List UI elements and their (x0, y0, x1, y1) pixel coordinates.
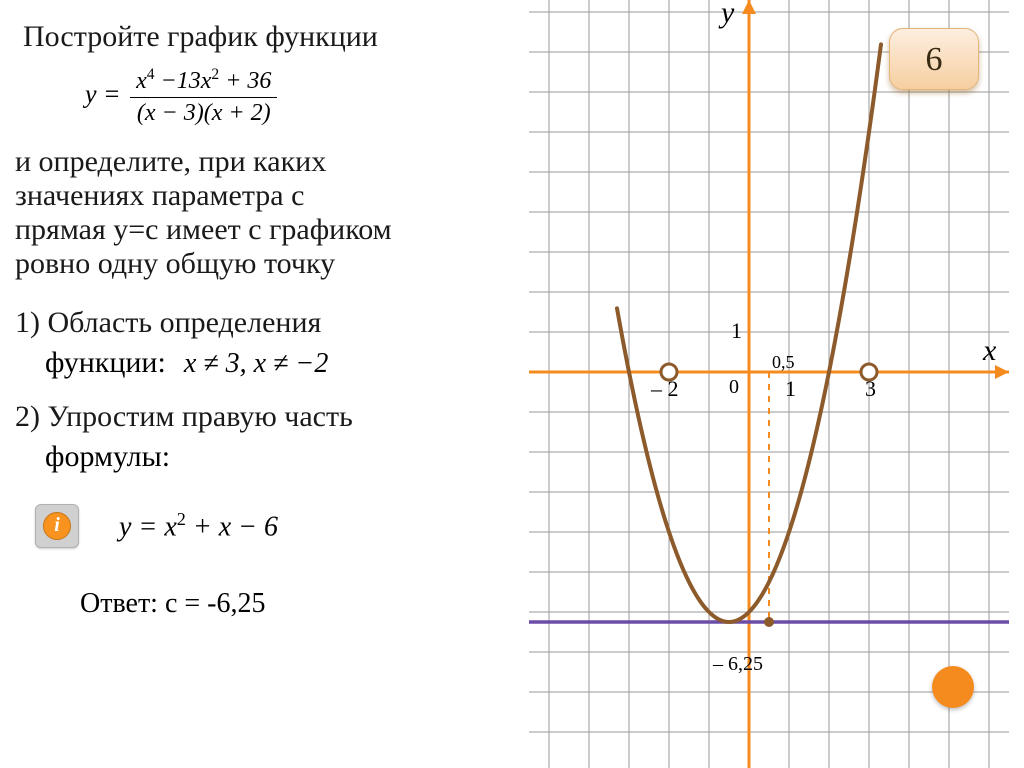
problem-statement: и определите, при каких значениях параме… (15, 145, 515, 281)
svg-text:3: 3 (865, 376, 876, 401)
subtitle-line: и определите, при каких (15, 145, 515, 179)
formula-lhs: y = (85, 79, 121, 108)
info-icon[interactable] (35, 504, 79, 548)
svg-text:0: 0 (729, 376, 739, 398)
svg-text:1: 1 (731, 318, 742, 343)
title: Постройте график функции (23, 20, 515, 54)
step1-label: 1) Область определения (15, 306, 515, 340)
denominator: (x − 3)(x + 2) (130, 98, 277, 127)
step1-label-cont: функции: (15, 346, 166, 380)
svg-text:0,5: 0,5 (772, 352, 795, 372)
numerator: x4 −13x2 + 36 (130, 66, 277, 98)
subtitle-line: прямая у=с имеет с графиком (15, 213, 515, 247)
main-formula: y = x4 −13x2 + 36 (x − 3)(x + 2) (85, 66, 515, 127)
step1-value: x ≠ 3, x ≠ −2 (184, 348, 328, 380)
graph-panel: y x – 2 1 3 1 0,5 0 – 6,25 (529, 0, 1009, 768)
svg-text:y: y (718, 0, 735, 29)
subtitle-line: значениях параметра с (15, 179, 515, 213)
svg-text:– 6,25: – 6,25 (712, 653, 763, 675)
graph-svg: y x – 2 1 3 1 0,5 0 – 6,25 (529, 0, 1009, 768)
subtitle-line: ровно одну общую точку (15, 247, 515, 281)
simplified-formula: y = x2 + x − 6 (119, 509, 278, 543)
svg-text:– 2: – 2 (650, 376, 679, 401)
svg-text:1: 1 (785, 376, 796, 401)
nav-dot[interactable] (932, 666, 974, 708)
answer: Ответ: с = -6,25 (80, 588, 266, 619)
step2-label: 2) Упростим правую часть (15, 400, 515, 434)
page-number-badge: 6 (889, 28, 979, 90)
step2-label-cont: формулы: (15, 440, 515, 474)
svg-text:x: x (982, 334, 997, 367)
fraction: x4 −13x2 + 36 (x − 3)(x + 2) (130, 66, 277, 127)
